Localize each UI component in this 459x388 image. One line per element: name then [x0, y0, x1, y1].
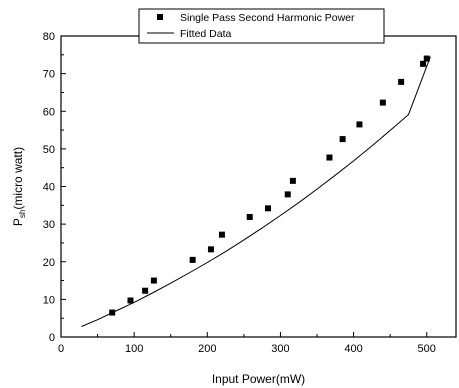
y-tick-label: 40	[43, 182, 55, 194]
axes	[60, 35, 457, 338]
data-point	[109, 309, 116, 316]
y-tick-label: 80	[43, 31, 55, 43]
y-axis-ticks: 0 10 20 30 40 50 60 70 80	[43, 31, 66, 344]
x-tick-label: 200	[198, 343, 216, 355]
x-tick-label: 100	[125, 343, 143, 355]
x-axis-ticks: 0 100 200 300 400 500	[58, 332, 436, 355]
legend-marker-single-pass	[157, 14, 163, 20]
x-tick-label: 400	[344, 343, 362, 355]
data-point	[284, 191, 291, 198]
legend-label-single-pass: Single Pass Second Harmonic Power	[180, 12, 355, 24]
legend-box	[138, 8, 385, 44]
y-axis-title-main: P	[11, 218, 25, 226]
data-point	[265, 205, 272, 212]
y-axis-title-subscript: sh	[18, 210, 27, 218]
data-point	[326, 154, 333, 161]
y-tick-label: 0	[49, 332, 55, 344]
legend: Single Pass Second Harmonic Power Fitted…	[138, 8, 385, 44]
legend-label-fitted: Fitted Data	[180, 28, 232, 40]
data-point	[289, 177, 296, 184]
fitted-data-line	[81, 56, 431, 327]
data-point	[246, 213, 253, 220]
data-point	[356, 121, 363, 128]
y-tick-label: 20	[43, 257, 55, 269]
plot-frame	[60, 35, 457, 338]
x-tick-label: 500	[418, 343, 436, 355]
marker-layer	[109, 55, 430, 316]
fit-line-layer	[81, 56, 431, 327]
data-point	[420, 60, 427, 67]
data-point	[142, 287, 149, 294]
y-axis-title-rest: (micro watt)	[11, 147, 25, 210]
data-point	[423, 55, 430, 62]
y-tick-label: 60	[43, 106, 55, 118]
y-axis-title: Psh(micro watt)	[11, 147, 27, 226]
data-point	[189, 256, 196, 263]
data-point	[207, 246, 214, 253]
y-tick-label: 30	[43, 219, 55, 231]
data-point	[339, 136, 346, 143]
data-point	[379, 99, 386, 106]
x-tick-label: 0	[58, 343, 64, 355]
y-tick-label: 70	[43, 69, 55, 81]
y-tick-label: 10	[43, 294, 55, 306]
data-point	[218, 231, 225, 238]
data-point	[127, 297, 134, 304]
data-point	[150, 277, 157, 284]
x-axis-title: Input Power(mW)	[212, 372, 305, 386]
x-tick-label: 300	[271, 343, 289, 355]
y-tick-label: 50	[43, 144, 55, 156]
data-point	[398, 78, 405, 85]
